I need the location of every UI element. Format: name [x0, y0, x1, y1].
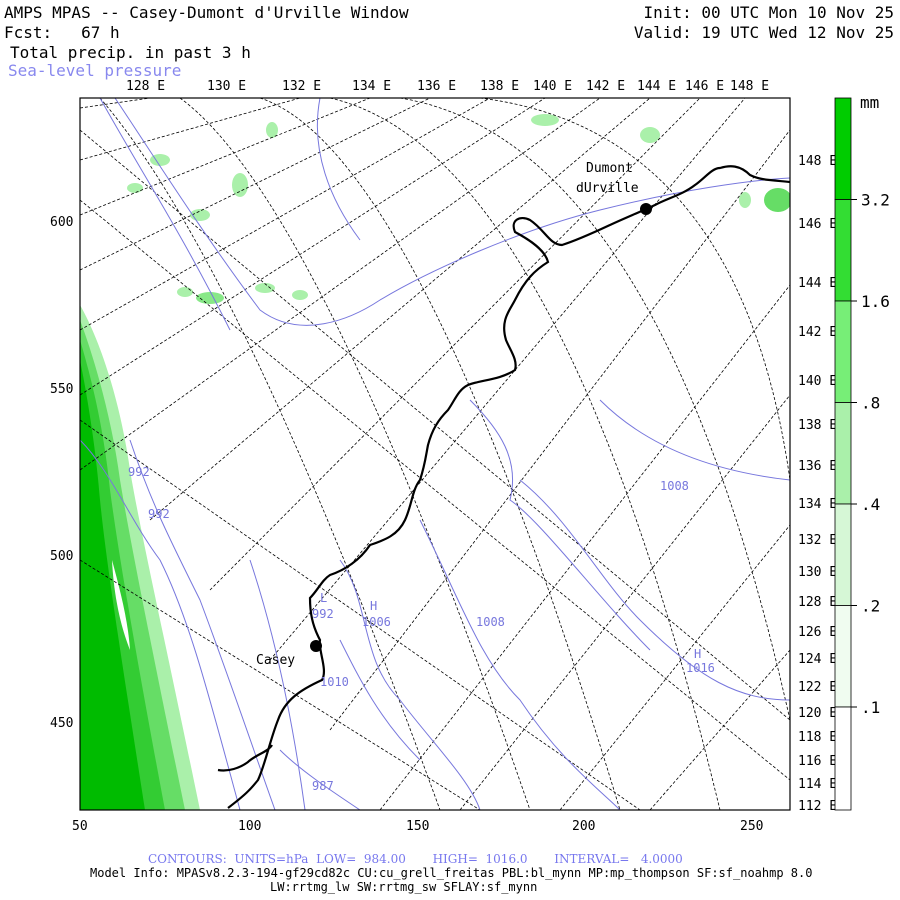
contour-info: CONTOURS: UNITS=hPa LOW= 984.00 HIGH= 10…	[148, 852, 683, 866]
station-label-dumont-2: dUrville	[576, 181, 639, 196]
top-lon-label: 148 E	[730, 79, 769, 94]
right-lon-label: 134 E	[798, 497, 837, 512]
overlay-label: Sea-level pressure	[8, 61, 182, 80]
right-lon-label: 148 E	[798, 154, 837, 169]
legend-swatch	[834, 605, 852, 708]
legend-swatch	[834, 402, 852, 505]
right-lon-label: 140 E	[798, 374, 837, 389]
contour-label: 987	[312, 779, 334, 793]
right-lon-label: 116 E	[798, 754, 837, 769]
legend-level: 3.2	[861, 191, 890, 210]
right-lon-label: 128 E	[798, 595, 837, 610]
precip-shading	[80, 114, 790, 810]
right-lon-label: 122 E	[798, 680, 837, 695]
forecast-label-text: Fcst:	[4, 23, 53, 42]
right-lon-label: 112 E	[798, 799, 837, 814]
x-tick: 100	[238, 819, 261, 834]
right-lon-label: 138 E	[798, 418, 837, 433]
x-axis: 50 100 150 200 250	[72, 819, 763, 834]
pressure-contours	[80, 98, 790, 810]
y-tick: 600	[50, 215, 73, 230]
contour-label: 992	[148, 507, 170, 521]
legend-level: .4	[861, 495, 880, 514]
right-lon-label: 124 E	[798, 652, 837, 667]
legend-level: 1.6	[861, 292, 890, 311]
right-lon-label: 144 E	[798, 276, 837, 291]
right-lon-label: 118 E	[798, 730, 837, 745]
top-lon-label: 138 E	[480, 79, 519, 94]
right-lon-label: 114 E	[798, 777, 837, 792]
contour-label: 992	[128, 465, 150, 479]
legend-level: .8	[861, 394, 880, 413]
station-label-dumont-1: Dumont	[586, 161, 633, 176]
right-lon-label: 120 E	[798, 706, 837, 721]
right-lon-label: 146 E	[798, 217, 837, 232]
init-time: Init: 00 UTC Mon 10 Nov 25	[643, 3, 894, 22]
contour-label: 1016	[686, 661, 715, 675]
contour-label: 1006	[362, 615, 391, 629]
top-lon-labels: 128 E 130 E 132 E 134 E 136 E 138 E 140 E 142 E…	[126, 79, 769, 94]
valid-time: Valid: 19 UTC Wed 12 Nov 25	[633, 23, 894, 42]
x-tick: 50	[72, 819, 88, 834]
top-lon-label: 136 E	[417, 79, 456, 94]
field-label: Total precip. in past 3 h	[10, 43, 251, 62]
top-lon-label: 134 E	[352, 79, 391, 94]
legend-swatch	[834, 199, 852, 302]
legend-level: .2	[861, 597, 880, 616]
precip-legend: mm 3.2 1.6 .8 .4 .2 .1	[834, 93, 890, 811]
station-casey-marker[interactable]	[310, 640, 322, 652]
forecast-hours: 67 h	[81, 23, 120, 42]
contour-label: 992	[312, 607, 334, 621]
top-lon-label: 144 E	[637, 79, 676, 94]
station-dumont-marker[interactable]	[640, 203, 652, 215]
forecast-label: Fcst: 67 h	[4, 24, 120, 42]
pressure-center: H	[370, 599, 377, 613]
legend-unit: mm	[860, 93, 879, 112]
right-lon-labels: 148 E 146 E 144 E 142 E 140 E 138 E 136 E 134 E…	[798, 154, 837, 814]
y-tick: 550	[50, 382, 73, 397]
right-lon-label: 126 E	[798, 625, 837, 640]
top-lon-label: 146 E	[685, 79, 724, 94]
x-tick: 200	[572, 819, 595, 834]
contour-label: 1008	[660, 479, 689, 493]
top-lon-label: 142 E	[586, 79, 625, 94]
right-lon-label: 130 E	[798, 565, 837, 580]
y-tick: 500	[50, 549, 73, 564]
pressure-center: L	[320, 591, 327, 605]
right-lon-label: 132 E	[798, 533, 837, 548]
x-tick: 150	[406, 819, 429, 834]
right-lon-label: 136 E	[798, 459, 837, 474]
y-axis: 450 500 550 600	[50, 215, 73, 731]
legend-swatch	[834, 300, 852, 403]
top-lon-label: 128 E	[126, 79, 165, 94]
legend-level: .1	[861, 698, 880, 717]
stations	[310, 203, 652, 652]
x-tick: 250	[740, 819, 763, 834]
top-lon-label: 132 E	[282, 79, 321, 94]
model-info-line2: LW:rrtmg_lw SW:rrtmg_sw SFLAY:sf_mynn	[270, 880, 538, 894]
right-lon-label: 142 E	[798, 325, 837, 340]
contour-label: 1008	[476, 615, 505, 629]
legend-swatch	[834, 706, 852, 811]
plot-frame	[79, 97, 791, 811]
plot-area	[80, 98, 790, 810]
map-title: AMPS MPAS -- Casey-Dumont d'Urville Wind…	[4, 3, 409, 22]
model-info-line1: Model Info: MPASv8.2.3-194-gf29cd82c CU:…	[90, 866, 813, 880]
contour-labels: 992 992 1008 992 1006 1008 1016 987 1010…	[128, 465, 715, 793]
top-lon-label: 140 E	[533, 79, 572, 94]
legend-swatch	[834, 503, 852, 606]
contour-label: 1010	[320, 675, 349, 689]
top-lon-label: 130 E	[207, 79, 246, 94]
y-tick: 450	[50, 716, 73, 731]
pressure-center: H	[694, 647, 701, 661]
station-label-casey: Casey	[256, 653, 295, 668]
legend-swatch	[834, 97, 852, 200]
